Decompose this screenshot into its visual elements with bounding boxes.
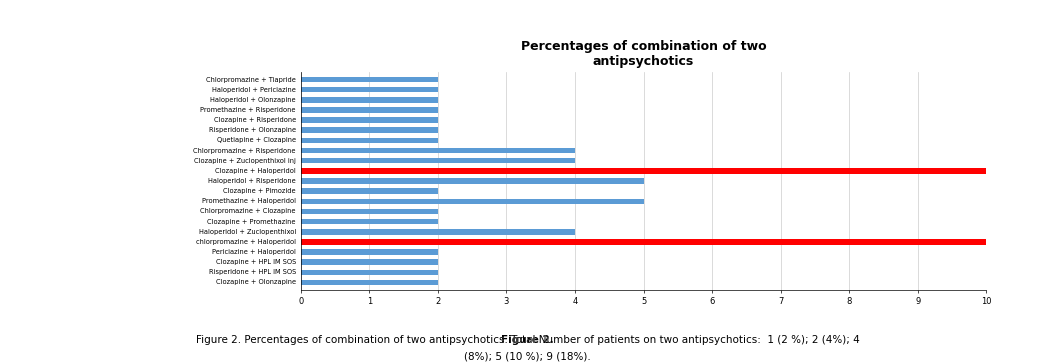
Bar [301,97,438,102]
Bar [301,270,438,275]
Bar [301,188,438,194]
Text: (8%); 5 (10 %); 9 (18%).: (8%); 5 (10 %); 9 (18%). [464,351,591,361]
Text: Figure 2.: Figure 2. [501,335,554,345]
Bar [301,87,438,92]
Bar [301,280,438,285]
Bar [301,127,438,133]
Bar [301,249,438,255]
Bar [301,219,438,224]
Bar [301,107,438,113]
Title: Percentages of combination of two
antipsychotics: Percentages of combination of two antips… [521,41,766,68]
Text: Figure 2. Percentages of combination of two antipsychotics. Total Number of pati: Figure 2. Percentages of combination of … [195,335,860,345]
Bar [301,239,986,245]
Bar [301,148,575,153]
Bar [301,117,438,123]
Bar [301,77,438,82]
Text: Figure 2. Percentages of combination of two antipsychotics. Total Number of pati: Figure 2. Percentages of combination of … [195,335,860,345]
Bar [301,178,644,184]
Bar [301,138,438,143]
Bar [301,260,438,265]
Bar [301,229,575,235]
Bar [301,168,986,174]
Bar [301,198,644,204]
Bar [301,209,438,214]
Bar [301,158,575,164]
